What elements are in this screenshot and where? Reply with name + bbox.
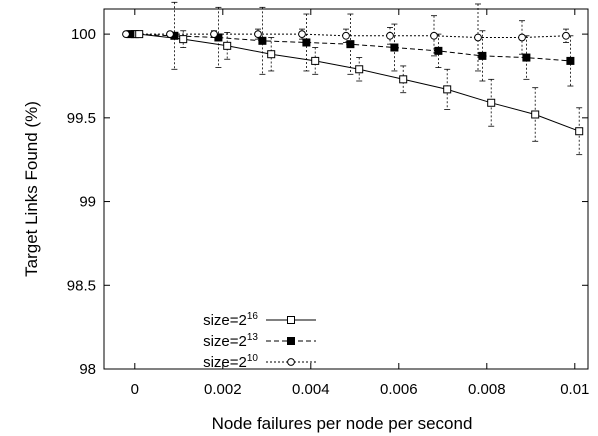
plot-frame [103, 8, 589, 370]
x-tick-label: 0.01 [560, 381, 589, 398]
data-point [386, 31, 394, 40]
data-point [443, 85, 452, 94]
legend-marker [287, 337, 295, 345]
data-point [531, 110, 540, 119]
y-tick-label: 98.5 [67, 277, 96, 294]
y-tick-label: 99 [79, 194, 96, 211]
legend-label-base: size=2 [203, 354, 247, 371]
series-lines [126, 33, 580, 132]
x-tick-label: 0.002 [204, 381, 242, 398]
y-tick-label: 99.5 [67, 110, 96, 127]
data-point [478, 51, 487, 60]
axis-ticks [104, 9, 588, 370]
data-point [390, 43, 399, 52]
x-tick-label: 0 [131, 381, 139, 398]
data-point [342, 31, 350, 40]
data-point [166, 30, 174, 39]
data-point [258, 36, 267, 45]
data-point [267, 50, 276, 59]
data-point [346, 40, 355, 49]
data-point [302, 38, 311, 47]
data-point [223, 41, 232, 50]
x-axis-title: Node failures per node per second [212, 414, 473, 433]
data-point [430, 31, 438, 40]
data-point [210, 30, 218, 39]
data-point [254, 30, 262, 39]
x-tick-label: 0.008 [468, 381, 506, 398]
legend-label-base: size=2 [203, 333, 247, 350]
legend-label-exponent: 13 [247, 332, 259, 343]
data-point [575, 127, 584, 136]
data-point [522, 53, 531, 62]
tick-labels: 0 0.002 0.004 0.006 0.008 0.01 98 98.5 99 99.5 100 [67, 26, 590, 398]
legend-label-exponent: 16 [247, 311, 259, 322]
series-line-0 [134, 33, 580, 132]
x-tick-label: 0.004 [292, 381, 330, 398]
legend-marker [287, 358, 295, 366]
data-point [566, 56, 575, 65]
legend-label-exponent: 10 [247, 353, 259, 364]
y-tick-label: 98 [79, 361, 96, 378]
data-point [562, 31, 570, 40]
x-tick-label: 0.006 [380, 381, 418, 398]
data-point [399, 75, 408, 84]
series-markers [122, 30, 584, 136]
legend-label: size=216 [203, 311, 258, 329]
legend-label: size=210 [203, 353, 258, 371]
data-point [518, 33, 526, 42]
data-point [122, 30, 130, 39]
y-axis-title: Target Links Found (%) [22, 101, 41, 277]
legend-label: size=213 [203, 332, 258, 350]
data-point [298, 30, 306, 39]
data-point [434, 46, 443, 55]
data-point [311, 56, 320, 65]
data-point [355, 65, 364, 74]
legend-label-base: size=2 [203, 312, 247, 329]
error-bars [171, 1, 583, 156]
y-tick-label: 100 [71, 26, 96, 43]
legend-marker [287, 316, 295, 324]
data-point [487, 98, 496, 107]
data-point [474, 33, 482, 42]
data-point [179, 35, 188, 44]
data-point [135, 30, 144, 39]
